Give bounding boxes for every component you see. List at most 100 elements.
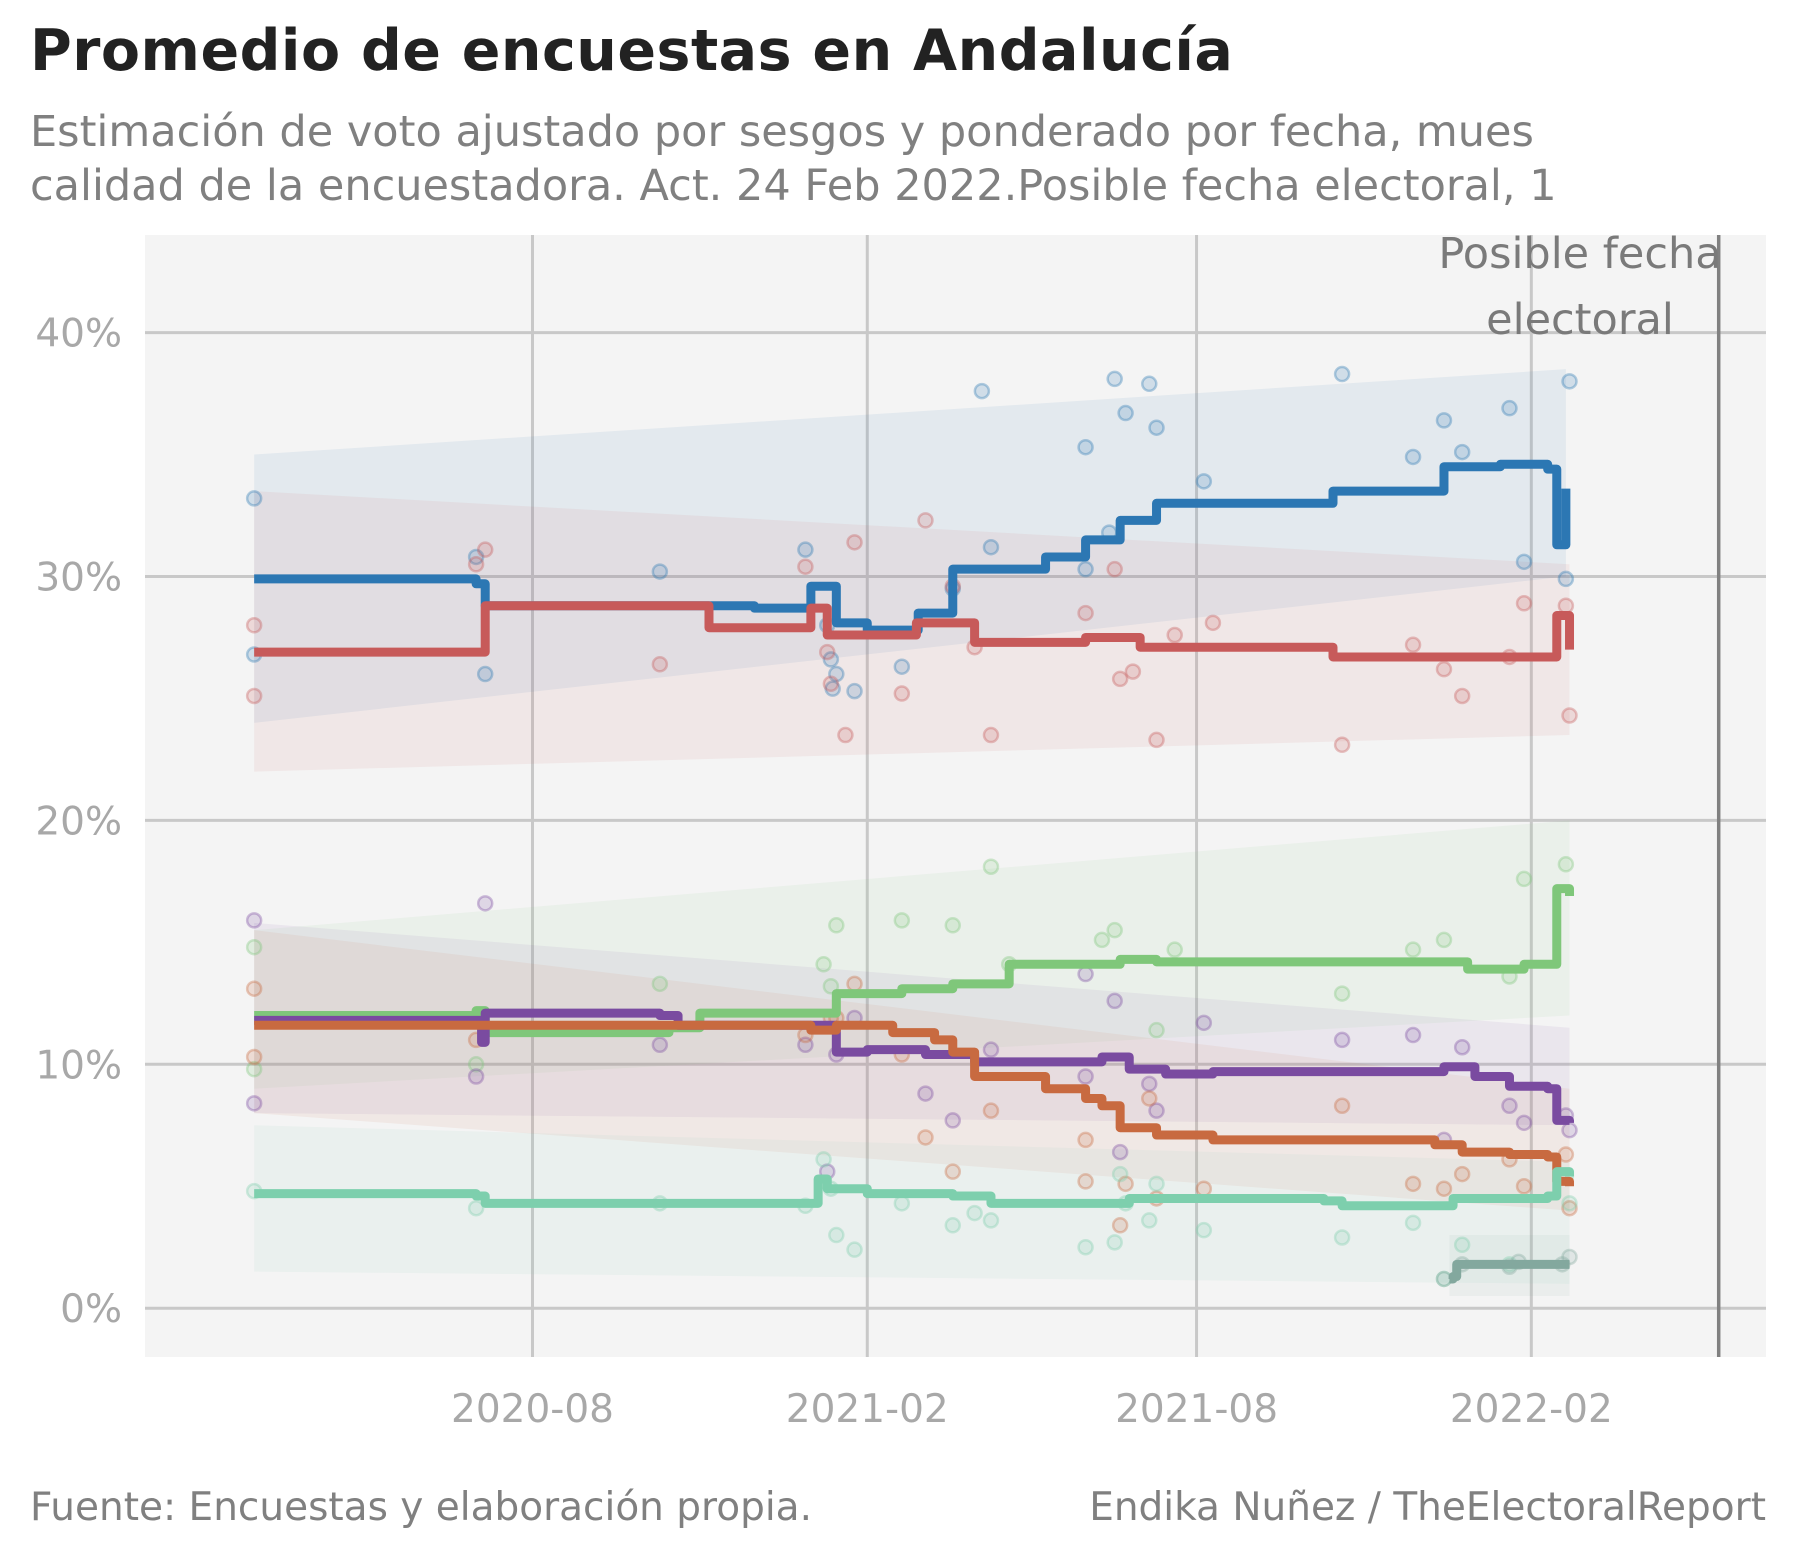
poll-dot xyxy=(1077,1173,1094,1190)
poll-dot xyxy=(651,563,669,580)
y-tick-label: 10% xyxy=(35,1043,122,1088)
poll-dot xyxy=(828,917,845,934)
poll-dot xyxy=(467,556,485,573)
poll-dot xyxy=(1148,1021,1165,1039)
poll-dot xyxy=(1106,992,1123,1010)
poll-dot xyxy=(797,541,814,558)
poll-dot xyxy=(944,1163,962,1180)
poll-dot xyxy=(476,541,494,558)
poll-dot xyxy=(797,558,814,575)
poll-dot xyxy=(1453,1165,1471,1183)
poll-dot xyxy=(245,938,263,956)
poll-dot xyxy=(245,490,263,507)
series-line xyxy=(254,459,1571,635)
poll-dot xyxy=(824,680,841,697)
poll-dot xyxy=(1077,1238,1094,1256)
poll-dot xyxy=(1435,660,1453,678)
poll-dot xyxy=(1111,1165,1129,1183)
poll-dot xyxy=(245,980,263,997)
poll-dot xyxy=(966,1204,983,1222)
poll-dot xyxy=(846,975,863,993)
poll-average-chart: 0% 10% 20% 30% 40% 2020-08 2021-02 2021-08 2022-… xyxy=(35,229,1766,1432)
uncertainty-band xyxy=(254,369,1566,723)
poll-dot xyxy=(818,643,836,661)
poll-dot xyxy=(1195,1221,1213,1239)
source-note: Fuente: Encuestas y elaboración propia. xyxy=(30,1485,812,1530)
poll-dot xyxy=(1561,1121,1578,1139)
poll-dot xyxy=(1404,1175,1422,1193)
poll-dot xyxy=(1077,965,1094,983)
poll-dot xyxy=(245,1048,263,1066)
series-line xyxy=(1448,1259,1570,1284)
poll-dot xyxy=(1501,399,1518,417)
poll-dot xyxy=(467,548,485,566)
poll-dot xyxy=(1148,731,1165,749)
poll-dot xyxy=(1515,595,1533,612)
poll-dot xyxy=(1077,1131,1094,1149)
plot-background xyxy=(145,235,1766,1357)
poll-dot xyxy=(822,651,840,668)
poll-dot xyxy=(1077,604,1094,622)
poll-dot xyxy=(467,1068,485,1085)
poll-dot xyxy=(1333,985,1351,1002)
chart-title: Promedio de encuestas en Andalucía xyxy=(30,18,1234,84)
poll-dot xyxy=(1404,1026,1422,1044)
poll-dot xyxy=(1333,1229,1351,1246)
poll-dot xyxy=(1561,1195,1578,1212)
poll-dot xyxy=(245,912,263,929)
x-tick-label: 2022-02 xyxy=(1450,1387,1613,1432)
series-line xyxy=(254,1020,1575,1187)
poll-dot xyxy=(846,534,863,551)
poll-dot xyxy=(1141,1075,1158,1093)
poll-dot xyxy=(1166,626,1183,644)
poll-dot xyxy=(1453,1038,1471,1056)
poll-dot xyxy=(1141,1212,1158,1229)
poll-dot xyxy=(651,975,669,993)
poll-dot xyxy=(846,1241,863,1258)
x-tick-label: 2021-08 xyxy=(1115,1387,1278,1432)
poll-dot xyxy=(1117,404,1134,422)
author-credit: Endika Nuñez / TheElectoralReport xyxy=(1089,1485,1766,1530)
poll-dot xyxy=(1141,1090,1158,1107)
poll-dot xyxy=(1111,1217,1129,1234)
poll-dot xyxy=(467,1056,485,1073)
poll-dot xyxy=(1561,707,1578,724)
poll-dot xyxy=(944,917,962,934)
poll-dot xyxy=(982,1041,1000,1058)
poll-dot xyxy=(1106,560,1123,578)
poll-dot xyxy=(1077,560,1094,578)
poll-dot xyxy=(1435,931,1453,949)
poll-dot xyxy=(893,685,911,702)
y-tick-label: 40% xyxy=(35,312,122,357)
poll-dot xyxy=(1515,1114,1533,1132)
subtitle-line-1: Estimación de voto ajustado por sesgos y… xyxy=(30,107,1534,157)
poll-dot xyxy=(1333,1031,1351,1049)
poll-dot xyxy=(982,726,1000,744)
poll-dot xyxy=(1515,870,1533,888)
poll-dot xyxy=(1204,614,1222,632)
poll-dot xyxy=(944,1217,962,1234)
poll-dot xyxy=(893,912,911,929)
poll-dot xyxy=(1501,1097,1518,1115)
poll-dot xyxy=(982,1102,1000,1119)
poll-dot xyxy=(1148,1175,1165,1193)
poll-dot xyxy=(1111,670,1129,688)
poll-dot xyxy=(1106,1234,1123,1251)
x-tick-label: 2020-08 xyxy=(451,1387,614,1432)
election-annotation-line-2: electoral xyxy=(1486,295,1674,345)
poll-dot xyxy=(1148,419,1165,436)
poll-dot xyxy=(982,1212,1000,1229)
poll-dot xyxy=(1515,553,1533,571)
poll-dot xyxy=(1333,736,1351,754)
poll-dot xyxy=(982,538,1000,556)
poll-dot xyxy=(245,1095,263,1112)
poll-dot xyxy=(1106,370,1123,388)
poll-dot xyxy=(1148,1102,1165,1119)
poll-dot xyxy=(973,382,991,400)
poll-dot xyxy=(1557,597,1575,614)
poll-dot xyxy=(1453,687,1471,705)
poll-dot xyxy=(1117,1175,1134,1193)
poll-dot xyxy=(476,895,494,912)
poll-dot xyxy=(1453,443,1471,461)
poll-dot xyxy=(476,665,494,683)
